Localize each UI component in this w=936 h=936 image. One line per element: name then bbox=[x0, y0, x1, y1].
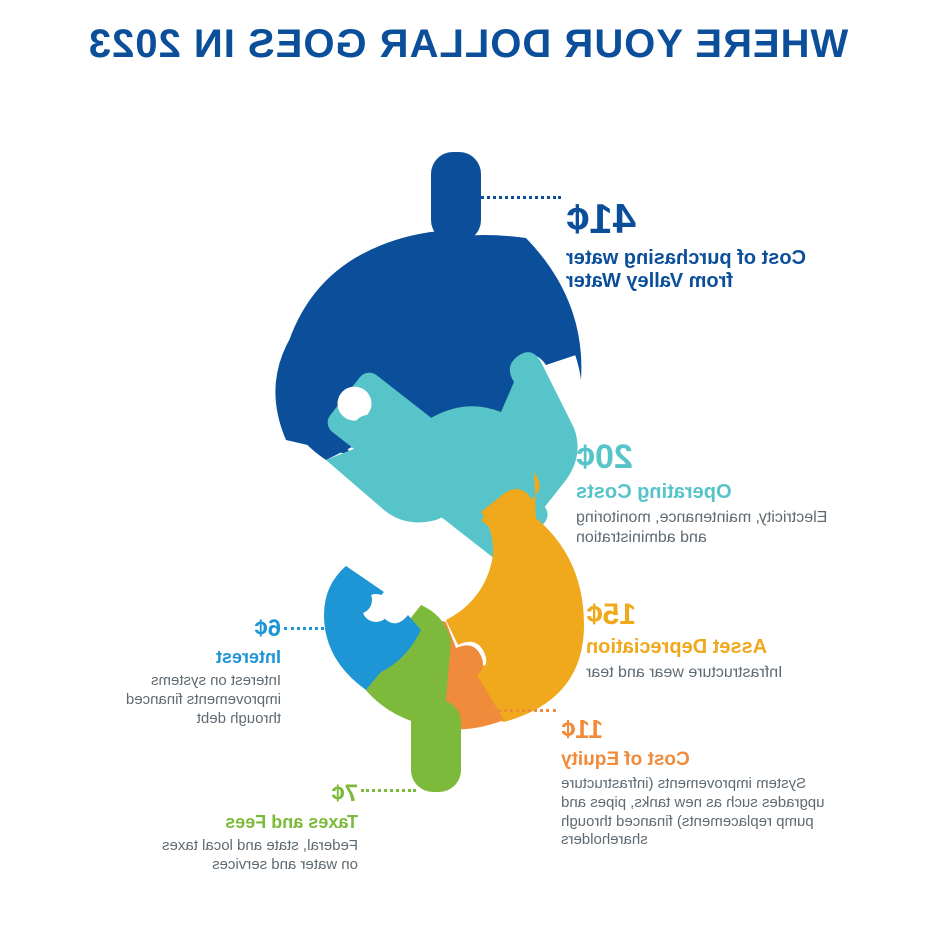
puzzle-knob bbox=[500, 489, 532, 521]
label-water_purchase: Cost of purchasing water from Valley Wat… bbox=[566, 247, 826, 293]
callout-asset_dep: 15¢ Asset Depreciation Infrastructure wear… bbox=[586, 598, 846, 683]
callout-interest: 6¢ Interest Interest on systems improvemen… bbox=[71, 615, 281, 728]
callout-cost_equity: 11¢ Cost of Equity System improvements (in… bbox=[561, 714, 861, 850]
label-interest: Interest bbox=[71, 647, 281, 668]
desc-interest: Interest on systems improvements finance… bbox=[71, 672, 281, 728]
amount-cost_equity: 11¢ bbox=[561, 714, 861, 745]
desc-operating: Electricity, maintenance, monitoring and… bbox=[576, 508, 851, 548]
puzzle-knob bbox=[353, 415, 383, 445]
leader-cost_equity bbox=[486, 709, 556, 712]
leader-taxes_fees bbox=[361, 789, 416, 792]
amount-taxes_fees: 7¢ bbox=[158, 780, 358, 808]
callout-taxes_fees: 7¢ Taxes and Fees Federal, state and local… bbox=[158, 780, 358, 875]
label-taxes_fees: Taxes and Fees bbox=[158, 812, 358, 833]
amount-asset_dep: 15¢ bbox=[586, 598, 846, 632]
label-operating: Operating Costs bbox=[576, 481, 851, 504]
leader-water_purchase bbox=[481, 196, 561, 199]
callout-operating: 20¢ Operating Costs Electricity, maintenan… bbox=[576, 438, 851, 548]
puzzle-knob bbox=[451, 647, 481, 677]
label-asset_dep: Asset Depreciation bbox=[586, 636, 846, 659]
amount-water_purchase: 41¢ bbox=[566, 195, 826, 243]
callout-water_purchase: 41¢Cost of purchasing water from Valley … bbox=[566, 195, 826, 297]
segment-water-purchase-stem bbox=[431, 152, 481, 242]
desc-cost_equity: System improvements (infrastructure upgr… bbox=[561, 775, 861, 850]
amount-operating: 20¢ bbox=[576, 438, 851, 477]
leader-asset_dep bbox=[541, 611, 581, 614]
leader-interest bbox=[284, 627, 331, 630]
desc-asset_dep: Infrastructure wear and tear bbox=[586, 663, 846, 683]
amount-interest: 6¢ bbox=[71, 615, 281, 643]
label-cost_equity: Cost of Equity bbox=[561, 749, 861, 771]
infographic-stage: WHERE YOUR DOLLAR GOES IN 2023 bbox=[0, 0, 936, 936]
desc-taxes_fees: Federal, state and local taxes on water … bbox=[158, 837, 358, 875]
puzzle-knob bbox=[344, 586, 372, 614]
leader-operating bbox=[521, 447, 571, 450]
